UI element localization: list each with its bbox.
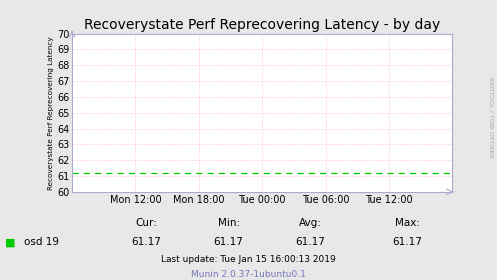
Y-axis label: Recoverystate Perf Reprecovering Latency: Recoverystate Perf Reprecovering Latency: [48, 36, 54, 190]
Text: RRDTOOL / TOBI OETIKER: RRDTOOL / TOBI OETIKER: [489, 77, 494, 158]
Text: Avg:: Avg:: [299, 218, 322, 228]
Text: 61.17: 61.17: [214, 237, 244, 247]
Title: Recoverystate Perf Reprecovering Latency - by day: Recoverystate Perf Reprecovering Latency…: [84, 18, 440, 32]
Text: osd 19: osd 19: [24, 237, 59, 247]
Text: 61.17: 61.17: [132, 237, 162, 247]
Text: Min:: Min:: [218, 218, 240, 228]
Text: 61.17: 61.17: [393, 237, 422, 247]
Text: 61.17: 61.17: [296, 237, 326, 247]
Text: Cur:: Cur:: [136, 218, 158, 228]
Text: ■: ■: [5, 237, 15, 247]
Text: Last update: Tue Jan 15 16:00:13 2019: Last update: Tue Jan 15 16:00:13 2019: [161, 255, 336, 264]
Text: Munin 2.0.37-1ubuntu0.1: Munin 2.0.37-1ubuntu0.1: [191, 270, 306, 279]
Text: Max:: Max:: [395, 218, 420, 228]
